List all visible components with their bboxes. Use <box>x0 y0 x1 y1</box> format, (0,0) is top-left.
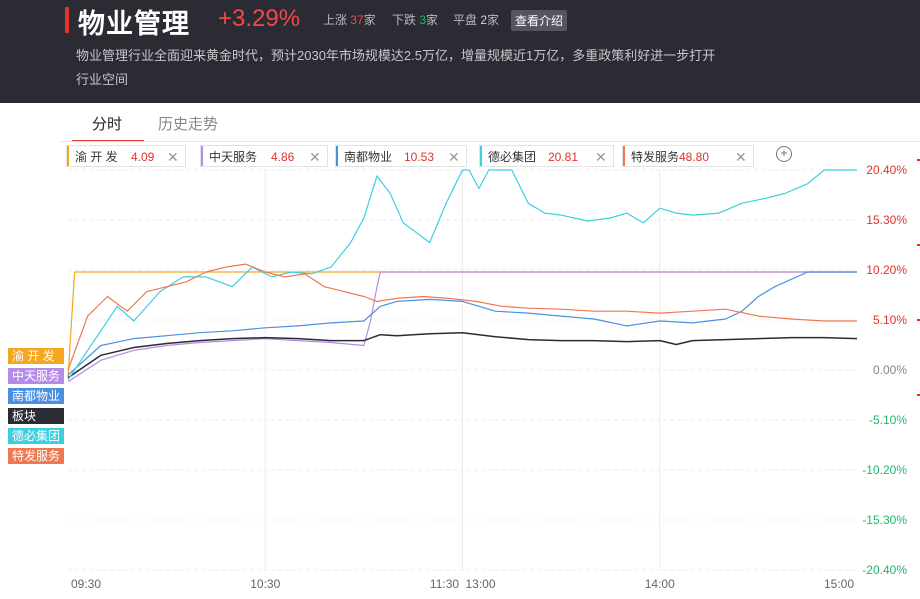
y-tick-label: 20.40% <box>866 163 907 177</box>
y-tick-label: -20.40% <box>862 563 907 577</box>
legend-tag: 德必集团 <box>8 428 64 444</box>
chip-stock-price: 20.81 <box>548 150 579 164</box>
x-tick-label: 13:00 <box>465 577 495 591</box>
y-tick-label: -5.10% <box>869 413 907 427</box>
chip-stock-name: 渝 开 发 <box>75 150 118 164</box>
x-tick-label: 11:30 <box>430 577 459 591</box>
chip-stock-price: 10.53 <box>404 150 435 164</box>
chip-color-bar <box>201 146 203 166</box>
legend-tag: 板块 <box>8 408 64 424</box>
legend-tag: 中天服务 <box>8 368 64 384</box>
down-count-stat: 下跌 3家 <box>392 13 439 27</box>
chip-color-bar <box>623 146 625 166</box>
y-tick-label: 10.20% <box>866 263 907 277</box>
chip-stock-price: 4.09 <box>131 150 155 164</box>
series-line <box>67 271 857 383</box>
close-icon[interactable]: ✕ <box>595 149 607 165</box>
series-line <box>67 263 857 371</box>
chip-color-bar <box>67 146 69 166</box>
legend-tag: 南都物业 <box>8 388 64 404</box>
chip-stock-name: 中天服务 <box>209 150 258 164</box>
tab-history[interactable]: 历史走势 <box>158 116 219 133</box>
chip-color-bar <box>480 146 482 166</box>
series-line <box>67 169 857 381</box>
series-line <box>67 271 857 376</box>
stock-chip[interactable]: 渝 开 发 4.09 ✕ <box>66 145 186 167</box>
stock-chip[interactable]: 南都物业 10.53 ✕ <box>335 145 467 167</box>
sector-change-percent: +3.29% <box>218 5 301 32</box>
sector-description: 物业管理行业全面迎来黄金时代，预计2030年市场规模达2.5万亿，增量规模近1万… <box>76 48 716 87</box>
legend-tag: 特发服务 <box>8 448 64 464</box>
chip-stock-name: 德必集团 <box>488 150 537 164</box>
close-icon[interactable]: ✕ <box>167 149 179 165</box>
close-icon[interactable]: ✕ <box>309 149 321 165</box>
y-tick-label: -15.30% <box>862 513 907 527</box>
tab-intraday[interactable]: 分时 <box>92 116 123 133</box>
stock-chip[interactable]: 德必集团 20.81 ✕ <box>479 145 614 167</box>
close-icon[interactable]: ✕ <box>735 149 747 165</box>
legend-tag: 渝 开 发 <box>8 348 64 364</box>
series-line <box>67 331 858 379</box>
chip-stock-price: 4.86 <box>271 150 295 164</box>
tab-bar: 分时 历史走势 <box>0 104 920 142</box>
y-tick-label: 15.30% <box>866 213 907 227</box>
close-icon[interactable]: ✕ <box>448 149 460 165</box>
x-tick-label: 10:30 <box>250 577 280 591</box>
stock-chip[interactable]: 特发服务 48.80 ✕ <box>622 145 754 167</box>
chip-stock-name: 特发服务 <box>631 150 680 164</box>
chip-stock-price: 48.80 <box>679 150 710 164</box>
tab-divider <box>60 141 920 142</box>
page-title: 物业管理 <box>78 9 190 39</box>
x-tick-label: 09:30 <box>71 577 101 591</box>
y-tick-label: 0.00% <box>873 363 907 377</box>
up-count-stat: 上涨 37家 <box>323 13 376 27</box>
title-accent-bar <box>65 7 69 33</box>
header: 物业管理 +3.29% 上涨 37家 下跌 3家 平盘 2家 查看介绍 物业管理… <box>0 0 920 103</box>
y-tick-label: 5.10% <box>873 313 907 327</box>
y-tick-label: -10.20% <box>862 463 907 477</box>
chip-color-bar <box>336 146 338 166</box>
view-intro-button[interactable]: 查看介绍 <box>511 10 568 31</box>
x-tick-label: 15:00 <box>824 577 854 591</box>
x-tick-label: 14:00 <box>645 577 675 591</box>
chip-stock-name: 南都物业 <box>344 150 393 164</box>
flat-count-stat: 平盘 2家 <box>453 13 500 27</box>
stock-chip[interactable]: 中天服务 4.86 ✕ <box>200 145 328 167</box>
add-stock-icon[interactable]: + <box>776 146 792 162</box>
